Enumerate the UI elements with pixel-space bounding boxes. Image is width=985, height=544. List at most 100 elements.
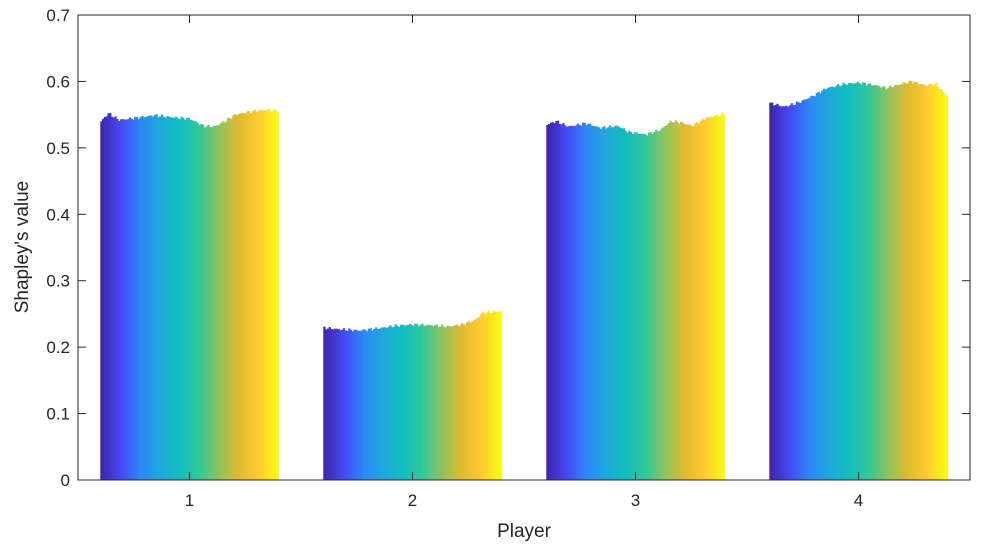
bar	[774, 104, 777, 480]
bar	[664, 126, 667, 481]
bar	[590, 125, 594, 480]
bar	[187, 117, 190, 481]
bar	[792, 104, 795, 480]
bar	[469, 322, 472, 480]
bar	[380, 327, 383, 480]
bar	[829, 86, 833, 480]
bar	[651, 134, 654, 480]
bar	[824, 89, 827, 480]
bar	[678, 123, 681, 481]
bar	[159, 116, 162, 480]
bar	[268, 109, 271, 481]
bar	[849, 83, 852, 480]
bar	[655, 129, 658, 480]
bar	[376, 329, 379, 480]
bar	[269, 111, 272, 480]
bar	[228, 118, 231, 480]
bar	[446, 325, 449, 480]
bar	[198, 124, 201, 480]
bar	[207, 124, 210, 480]
bar	[794, 104, 797, 480]
bar	[647, 132, 651, 480]
bar	[917, 84, 920, 481]
bar	[121, 119, 124, 481]
bar	[660, 128, 663, 480]
bar	[881, 86, 884, 480]
y-tick-label: 0	[61, 471, 70, 490]
bar	[100, 121, 103, 480]
bar	[924, 85, 927, 480]
bar	[819, 93, 822, 480]
bar	[332, 329, 335, 480]
bar	[273, 108, 276, 481]
bar	[248, 110, 251, 481]
bar	[906, 83, 909, 480]
bar	[250, 112, 253, 480]
bar	[194, 121, 198, 480]
bar	[462, 323, 465, 480]
bar	[548, 124, 551, 480]
bar	[259, 109, 262, 481]
bar	[801, 100, 804, 481]
bar	[598, 127, 601, 480]
bar	[810, 95, 813, 480]
bar	[152, 116, 155, 481]
bar	[412, 325, 415, 480]
bar	[797, 102, 801, 480]
y-axis-title: Shapley's value	[12, 181, 33, 314]
bar	[200, 123, 203, 481]
bar	[605, 128, 608, 480]
bar	[846, 84, 849, 481]
bar	[719, 115, 722, 481]
bar	[710, 116, 713, 481]
bar	[935, 82, 938, 480]
bar	[426, 324, 429, 480]
bar	[815, 92, 818, 480]
bar	[708, 117, 711, 480]
bar	[403, 325, 406, 480]
bar	[442, 326, 446, 480]
bar	[624, 131, 627, 480]
bar	[940, 89, 943, 481]
bar	[635, 132, 638, 480]
bar	[346, 330, 349, 480]
bar	[467, 321, 470, 480]
bar	[612, 127, 615, 481]
bar	[928, 84, 931, 480]
bar	[844, 84, 847, 480]
bar	[870, 85, 874, 480]
bar	[615, 125, 619, 481]
bar	[610, 127, 613, 481]
bar	[567, 126, 570, 480]
bar	[114, 116, 117, 480]
bar	[778, 105, 781, 480]
bar	[817, 91, 820, 480]
bar	[776, 103, 779, 480]
bar	[608, 125, 611, 481]
bar	[414, 323, 417, 480]
bar	[184, 119, 187, 480]
bar	[105, 116, 108, 480]
bar	[669, 120, 672, 480]
bar	[856, 81, 859, 481]
x-axis-title: Player	[497, 521, 552, 542]
bar	[685, 124, 688, 481]
bar	[116, 119, 119, 480]
bar	[441, 324, 444, 480]
ticks-layer: 0 0.1 0.2 0.3 0.4 0.5 0.6 0.7 1 2 3 4	[46, 6, 970, 510]
bar	[362, 329, 365, 480]
bar	[157, 117, 160, 480]
bar	[191, 120, 194, 480]
bar	[705, 118, 708, 480]
bar	[478, 316, 481, 480]
bar	[373, 328, 376, 480]
bar	[676, 122, 679, 480]
bar	[457, 325, 460, 480]
bar	[938, 88, 941, 481]
bar	[237, 114, 240, 480]
bar	[837, 84, 840, 480]
bar	[828, 87, 831, 480]
bar	[328, 327, 331, 480]
bar	[806, 98, 809, 480]
bar	[617, 126, 620, 480]
